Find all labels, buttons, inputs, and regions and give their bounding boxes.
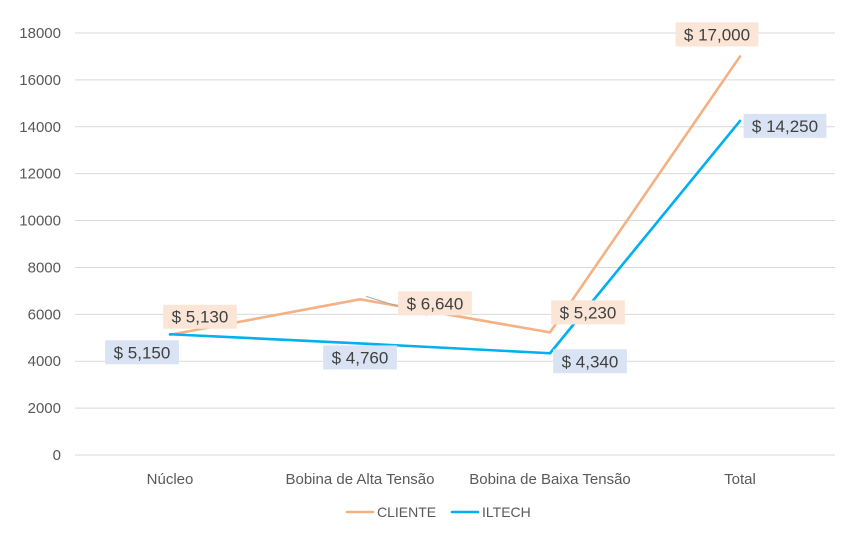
data-label-box <box>743 113 827 138</box>
data-label: $ 14,250 <box>752 117 818 136</box>
gridlines <box>75 32 835 456</box>
y-tick-label: 8000 <box>28 259 61 276</box>
legend-label-cliente: CLIENTE <box>377 504 436 520</box>
x-axis-categories: Núcleo Bobina de Alta Tensão Bobina de Bai… <box>147 471 756 488</box>
y-tick-label: 14000 <box>19 119 61 136</box>
legend: CLIENTE ILTECH <box>345 504 531 520</box>
data-label: $ 5,230 <box>560 303 617 322</box>
data-label-box <box>398 291 472 316</box>
y-tick-label: 16000 <box>19 72 61 89</box>
data-label-box <box>163 304 237 329</box>
data-label-box <box>553 349 627 374</box>
y-tick-label: 2000 <box>28 400 61 417</box>
legend-label-iltech: ILTECH <box>482 504 531 520</box>
data-label-box <box>323 345 397 370</box>
x-category-label: Total <box>724 471 756 488</box>
series-line-cliente <box>168 55 742 337</box>
y-axis-ticks: 0 2000 4000 6000 8000 10000 12000 14000 16000 180… <box>19 25 61 464</box>
y-tick-label: 6000 <box>28 306 61 323</box>
data-label-box <box>551 300 625 325</box>
data-label: $ 4,760 <box>332 348 389 367</box>
series-lines <box>168 55 742 355</box>
x-category-label: Bobina de Alta Tensão <box>285 471 434 488</box>
series-line-iltech <box>168 119 742 355</box>
y-tick-label: 18000 <box>19 25 61 42</box>
data-label-box <box>105 340 179 365</box>
data-label: $ 6,640 <box>407 294 464 313</box>
data-label: $ 5,130 <box>172 308 229 327</box>
y-tick-label: 0 <box>53 447 61 464</box>
data-label: $ 5,150 <box>114 343 171 362</box>
data-label: $ 4,340 <box>562 352 619 371</box>
data-label-box <box>675 22 759 47</box>
y-tick-label: 4000 <box>28 353 61 370</box>
y-tick-label: 12000 <box>19 166 61 183</box>
y-tick-label: 10000 <box>19 213 61 230</box>
x-category-label: Bobina de Baixa Tensão <box>469 471 631 488</box>
data-label: $ 17,000 <box>684 25 750 44</box>
data-labels: $ 5,130 $ 6,640 $ 5,230 $ 17,000 $ 5,150 $ 4,… <box>105 22 827 374</box>
x-category-label: Núcleo <box>147 471 194 488</box>
